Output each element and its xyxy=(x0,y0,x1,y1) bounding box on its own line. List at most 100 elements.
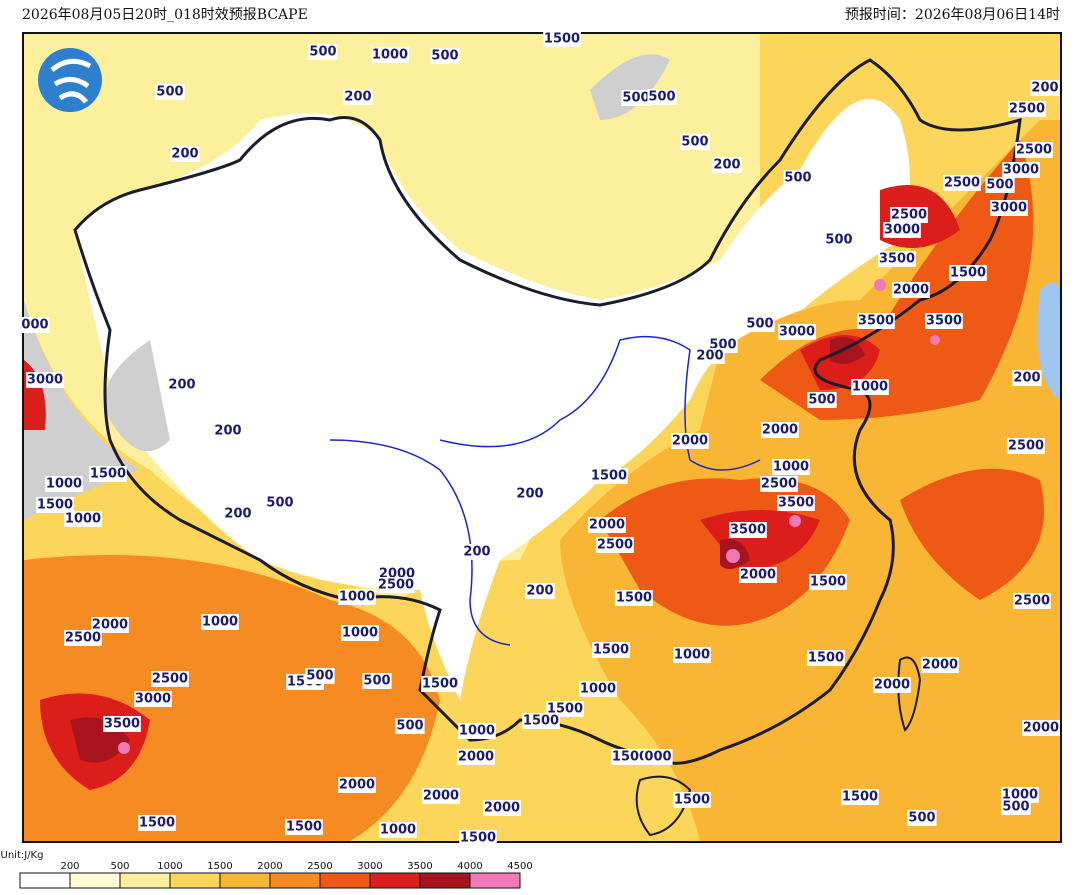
contour-label: 500 xyxy=(396,719,423,734)
label-bg xyxy=(338,777,376,793)
contour-label: 1500 xyxy=(810,575,846,590)
contour-label: 1000 xyxy=(459,724,495,739)
legend-tick: 2000 xyxy=(257,861,282,872)
label-bg xyxy=(395,718,425,734)
label-bg xyxy=(588,517,626,533)
label-bg xyxy=(824,232,854,248)
label-bg xyxy=(285,819,323,835)
label-bg xyxy=(783,170,813,186)
contour-label: 2500 xyxy=(597,538,633,553)
label-bg xyxy=(673,647,711,663)
contour-label: 200 xyxy=(526,584,553,599)
legend-unit: Unit:J/Kg xyxy=(1,850,44,861)
contour-label: 1500 xyxy=(422,677,458,692)
contour-label: 2500 xyxy=(891,208,927,223)
legend: 200 500 1000 1500 2000 2500 3000 3500 4000 4500 xyxy=(19,861,533,889)
legend-tick: 3000 xyxy=(357,861,382,872)
label-bg xyxy=(64,511,102,527)
label-bg xyxy=(949,265,987,281)
label-bg xyxy=(921,657,959,673)
label-bg xyxy=(308,44,338,60)
contour-label: 200 xyxy=(344,90,371,105)
label-bg xyxy=(457,749,495,765)
contour-label: 3500 xyxy=(104,717,140,732)
contour-label: 1500 xyxy=(616,591,652,606)
label-bg xyxy=(1012,370,1042,386)
contour-label: 1500 xyxy=(544,32,580,47)
label-bg xyxy=(338,589,376,605)
contour-label: 1000 xyxy=(339,590,375,605)
contour-label: 2000 xyxy=(92,618,128,633)
contour-label: 500 xyxy=(746,317,773,332)
label-bg xyxy=(739,567,777,583)
label-bg xyxy=(990,200,1028,216)
contour-labels: 500 1000 500 1500 500 200 500 500 200 500 200 500 20… xyxy=(20,31,1060,846)
label-bg xyxy=(430,48,460,64)
label-bg xyxy=(596,537,634,553)
label-bg xyxy=(985,177,1015,193)
contour-label: 2000 xyxy=(922,658,958,673)
label-bg xyxy=(341,625,379,641)
contour-label: 200 xyxy=(516,487,543,502)
contour-label: 2000 xyxy=(423,789,459,804)
label-bg xyxy=(695,348,725,364)
contour-label: 1500 xyxy=(842,790,878,805)
label-bg xyxy=(809,574,847,590)
label-bg xyxy=(592,642,630,658)
label-bg xyxy=(213,423,243,439)
contour-label: 2500 xyxy=(378,578,414,593)
label-bg xyxy=(483,800,521,816)
contour-label: 500 xyxy=(784,171,811,186)
contour-label: 500 xyxy=(1002,800,1029,815)
contour-label: 2500 xyxy=(1009,102,1045,117)
map-frame xyxy=(22,32,1062,843)
label-bg xyxy=(611,749,649,765)
contour-label: 2500 xyxy=(1008,439,1044,454)
header-right: 预报时间：2026年08月06日14时 xyxy=(845,7,1060,23)
label-bg xyxy=(729,522,767,538)
contour-label: 1500 xyxy=(139,816,175,831)
label-bg xyxy=(343,89,373,105)
contour-label: 3000 xyxy=(1003,163,1039,178)
contour-label: 1500 xyxy=(808,651,844,666)
contour-label: 500 xyxy=(908,811,935,826)
contour-label: 500 xyxy=(156,85,183,100)
contour-label: 3000 xyxy=(135,692,171,707)
contour-label: 500 xyxy=(266,496,293,511)
contour-label: 2000 xyxy=(874,678,910,693)
label-bg xyxy=(151,671,189,687)
contour-label: 1500 xyxy=(593,643,629,658)
label-bg xyxy=(680,134,710,150)
legend-swatch xyxy=(119,872,171,889)
contour-label: 2500 xyxy=(1014,594,1050,609)
legend-swatch xyxy=(219,872,271,889)
contour-label: 1000 xyxy=(46,477,82,492)
contour-label: 500 xyxy=(986,178,1013,193)
label-bg xyxy=(1002,162,1040,178)
label-bg xyxy=(807,392,837,408)
label-bg xyxy=(155,84,185,100)
legend-tick: 4500 xyxy=(507,861,532,872)
label-bg xyxy=(1013,593,1051,609)
contour-label: 2000 xyxy=(458,750,494,765)
label-bg xyxy=(459,830,497,846)
label-bg xyxy=(777,495,815,511)
label-bg xyxy=(522,713,560,729)
contour-label: 1000 xyxy=(380,823,416,838)
label-bg xyxy=(1022,720,1060,736)
label-bg xyxy=(45,476,83,492)
contour-label: 1500 xyxy=(950,266,986,281)
label-bg xyxy=(89,466,127,482)
label-bg xyxy=(458,723,496,739)
label-bg xyxy=(422,788,460,804)
contour-label: 1500 xyxy=(612,750,648,765)
contour-label: 200 xyxy=(1013,371,1040,386)
legend-swatch xyxy=(269,872,321,889)
label-bg xyxy=(1001,799,1031,815)
label-bg xyxy=(379,822,417,838)
contour-label: 2500 xyxy=(65,631,101,646)
label-bg xyxy=(851,379,889,395)
contour-label: 1000 xyxy=(852,380,888,395)
label-bg xyxy=(841,789,879,805)
